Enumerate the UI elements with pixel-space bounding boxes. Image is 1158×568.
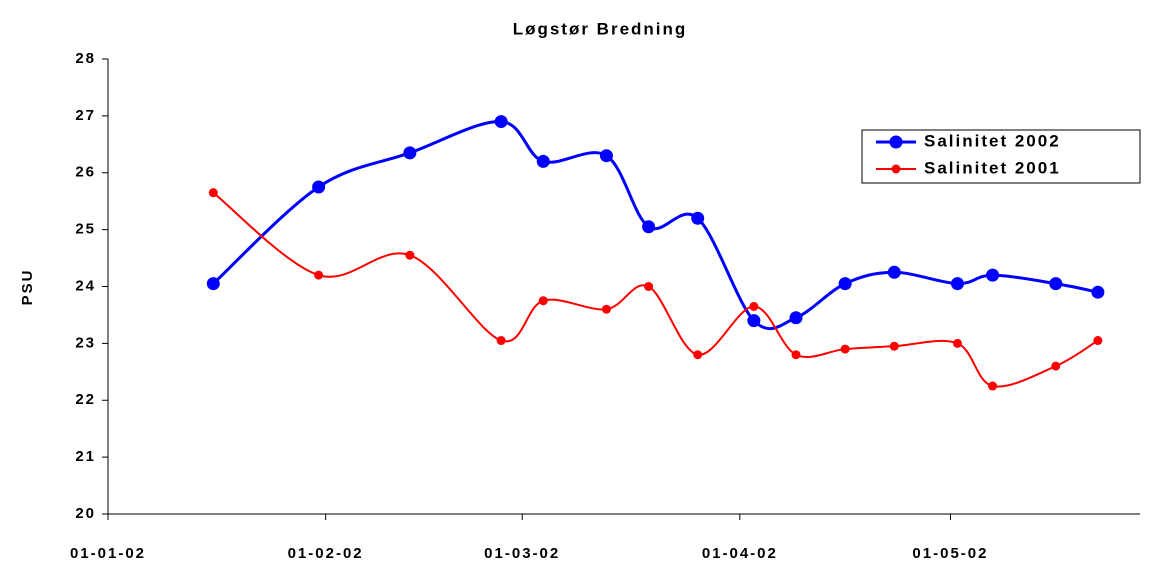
y-axis-label: PSU [19,269,36,306]
x-tick-label: 01-04-02 [702,545,778,562]
chart-title: Løgstør Bredning [513,19,688,38]
y-tick-label: 26 [75,164,96,181]
data-point [644,282,654,291]
data-point [1049,277,1063,291]
y-tick-label: 28 [75,50,96,67]
data-point [314,270,324,280]
data-point [693,350,703,360]
data-point [952,338,962,348]
y-tick-label: 22 [75,391,96,408]
data-point [642,220,656,234]
data-point [840,344,850,354]
data-point [599,149,613,163]
data-point [950,277,964,291]
legend-label: Salinitet 2001 [924,158,1061,177]
y-tick-label: 27 [75,107,96,124]
y-tick-label: 24 [75,277,96,294]
data-point [1093,336,1103,346]
data-point [791,350,801,360]
data-point [312,180,326,194]
data-point [208,188,218,198]
data-point [887,265,901,279]
data-point [1091,285,1105,299]
data-point [749,301,759,311]
y-tick-label: 20 [75,505,96,522]
data-point [496,336,506,346]
data-point [538,296,548,306]
data-point [405,250,415,260]
y-tick-label: 23 [75,334,96,351]
data-point [747,314,761,328]
x-tick-label: 01-01-02 [70,545,146,562]
y-tick-label: 25 [75,221,96,238]
x-tick-label: 01-02-02 [288,545,364,562]
data-point [789,311,803,325]
data-point [601,304,611,314]
legend-box [861,129,1141,184]
legend-marker [891,164,901,174]
series-line [212,191,1099,388]
data-point [536,154,550,168]
data-point [494,115,508,129]
legend-label: Salinitet 2002 [924,131,1061,150]
data-point [986,268,1000,282]
data-point [1051,361,1061,371]
data-point [838,277,852,291]
y-tick-label: 21 [75,448,96,465]
data-point [889,341,899,351]
data-point [403,146,417,160]
x-tick-label: 01-03-02 [484,545,560,562]
x-tick-label: 01-05-02 [912,545,988,562]
data-point [691,211,705,225]
data-point [988,381,998,391]
data-point [206,277,220,291]
legend-marker [889,135,903,149]
